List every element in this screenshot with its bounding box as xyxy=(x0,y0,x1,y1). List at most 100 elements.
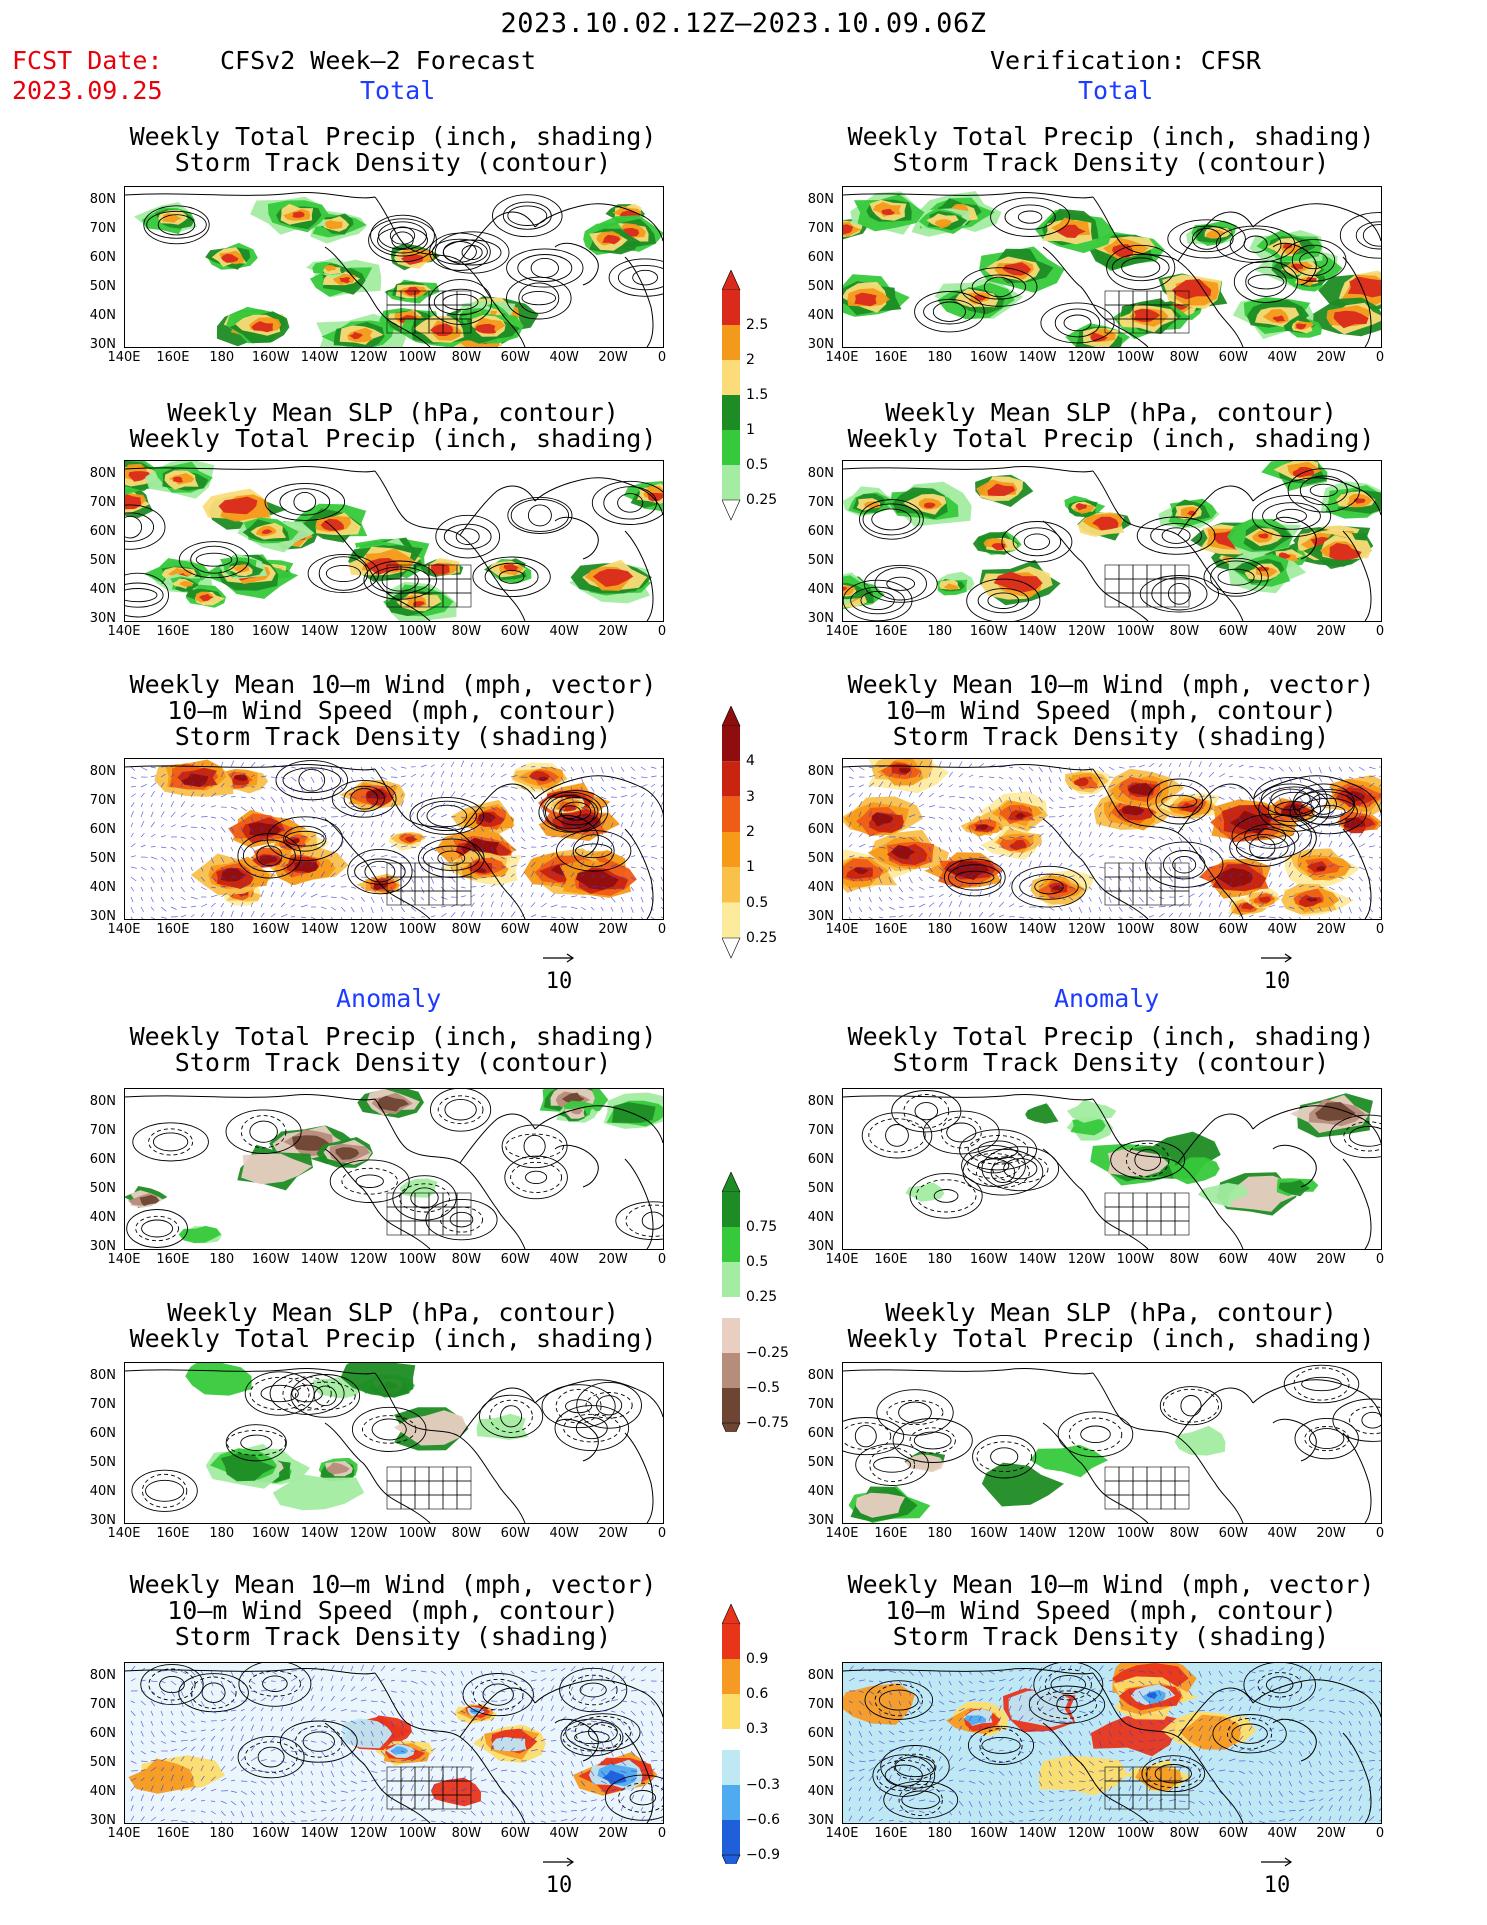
panel-title-line: Weekly Mean 10—m Wind (mph, vector) xyxy=(847,670,1375,699)
lon-tick-label: 180 xyxy=(927,624,953,639)
lon-tick-label: 140E xyxy=(825,1252,859,1267)
lat-tick-label: 40N xyxy=(807,1484,834,1499)
lon-tick-label: 120W xyxy=(1067,922,1106,937)
panel-title-line: Weekly Total Precip (inch, shading) xyxy=(847,1022,1375,1051)
lat-tick-label: 50N xyxy=(807,851,834,866)
lon-tick-label: 40W xyxy=(1267,1826,1297,1841)
colorbar-storm_total xyxy=(722,706,741,959)
lat-tick-label: 40N xyxy=(807,308,834,323)
lon-tick-label: 140E xyxy=(825,922,859,937)
colorbar-precip_total xyxy=(722,270,741,521)
lat-tick-label: 70N xyxy=(89,793,116,808)
lat-tick-label: 30N xyxy=(807,1513,834,1528)
lon-tick-label: 140E xyxy=(107,350,141,365)
lat-tick-label: 70N xyxy=(807,495,834,510)
lon-tick-label: 160W xyxy=(969,1526,1008,1541)
lon-tick-label: 0 xyxy=(657,922,667,937)
lon-tick-label: 100W xyxy=(1116,1826,1155,1841)
lat-tick-label: 40N xyxy=(89,880,116,895)
lat-tick-label: 30N xyxy=(89,1513,116,1528)
lon-tick-label: 140W xyxy=(1018,1252,1057,1267)
lon-tick-label: 100W xyxy=(398,1526,437,1541)
map-panel-4-verification xyxy=(842,1088,1382,1250)
contour-layer xyxy=(943,776,1368,908)
shading-layer xyxy=(125,461,663,621)
lat-tick-label: 40N xyxy=(807,1210,834,1225)
arrow-icon xyxy=(543,1857,575,1867)
map-canvas xyxy=(843,461,1381,621)
lon-tick-label: 120W xyxy=(349,1526,388,1541)
lat-tick-label: 40N xyxy=(807,880,834,895)
colorbar-label: 0.5 xyxy=(746,894,769,911)
contour-layer xyxy=(843,468,1360,621)
colorbar-storm_anom xyxy=(722,1604,741,1864)
lon-tick-label: 100W xyxy=(1116,922,1155,937)
panel-title-line: Weekly Mean SLP (hPa, contour) xyxy=(885,1298,1337,1327)
contour-layer xyxy=(843,1364,1381,1486)
lon-tick-label: 80W xyxy=(451,350,482,365)
lat-tick-label: 60N xyxy=(89,1426,116,1441)
map-canvas xyxy=(125,1089,663,1249)
lon-tick-label: 100W xyxy=(1116,350,1155,365)
lon-tick-label: 60W xyxy=(500,350,530,365)
right-column-title: Verification: CFSR xyxy=(990,46,1261,75)
lon-tick-label: 40W xyxy=(549,624,579,639)
lon-tick-label: 80W xyxy=(451,1526,482,1541)
arrow-icon xyxy=(543,953,575,963)
lat-tick-label: 60N xyxy=(89,524,116,539)
lat-tick-label: 30N xyxy=(89,611,116,626)
lat-tick-label: 30N xyxy=(807,1239,834,1254)
lat-tick-label: 40N xyxy=(807,1784,834,1799)
coastline-layer xyxy=(843,1367,1381,1523)
lon-tick-label: 120W xyxy=(349,624,388,639)
lon-tick-label: 60W xyxy=(1218,1526,1248,1541)
lon-tick-label: 140E xyxy=(107,624,141,639)
panel-title-line: Weekly Total Precip (inch, shading) xyxy=(129,1022,657,1051)
lon-tick-label: 140W xyxy=(1018,1526,1057,1541)
lon-tick-label: 20W xyxy=(1316,1826,1346,1841)
lon-tick-label: 60W xyxy=(500,1526,530,1541)
colorbar-label: 0.5 xyxy=(746,1254,769,1270)
lon-tick-label: 160W xyxy=(251,1526,290,1541)
lon-tick-label: 140E xyxy=(107,1526,141,1541)
lon-tick-label: 60W xyxy=(500,624,530,639)
panel-title-line: Weekly Total Precip (inch, shading) xyxy=(847,1324,1375,1353)
colorbar-label: 0.25 xyxy=(746,492,778,508)
colorbar-label: 2 xyxy=(746,352,755,368)
map-canvas xyxy=(125,191,663,347)
lon-tick-label: 160W xyxy=(969,350,1008,365)
lon-tick-label: 80W xyxy=(1169,624,1200,639)
map-panel-2-forecast xyxy=(124,460,664,622)
map-canvas xyxy=(125,461,663,621)
lon-tick-label: 40W xyxy=(1267,922,1297,937)
lon-tick-label: 60W xyxy=(1218,922,1248,937)
map-panel-5-verification xyxy=(842,1362,1382,1524)
colorbar-label: 3 xyxy=(746,788,755,805)
lon-tick-label: 160W xyxy=(251,624,290,639)
map-canvas xyxy=(125,1663,663,1823)
lat-tick-label: 40N xyxy=(89,582,116,597)
panel-title-line: Storm Track Density (contour) xyxy=(174,148,612,177)
lon-tick-label: 60W xyxy=(500,922,530,937)
lon-tick-label: 80W xyxy=(1169,922,1200,937)
contour-layer xyxy=(864,1663,1316,1820)
colorbar-label: −0.5 xyxy=(746,1380,780,1396)
lon-tick-label: 120W xyxy=(1067,1526,1106,1541)
lon-tick-label: 0 xyxy=(1375,624,1385,639)
lat-tick-label: 80N xyxy=(89,192,116,207)
lat-tick-label: 40N xyxy=(807,582,834,597)
panel-title-line: Weekly Total Precip (inch, shading) xyxy=(847,122,1375,151)
lat-tick-label: 30N xyxy=(89,909,116,924)
coastline-layer xyxy=(125,763,663,919)
lat-tick-label: 50N xyxy=(89,553,116,568)
fcst-date-value: 2023.09.25 xyxy=(12,76,163,105)
colorbar-label: 0.25 xyxy=(746,930,778,946)
coastline-layer xyxy=(843,1667,1381,1823)
lat-tick-label: 70N xyxy=(89,221,116,236)
lat-tick-label: 70N xyxy=(89,495,116,510)
colorbar-label: 4 xyxy=(746,753,755,770)
lon-tick-label: 0 xyxy=(657,1252,667,1267)
lon-tick-label: 100W xyxy=(398,1252,437,1267)
lon-tick-label: 160E xyxy=(874,624,908,639)
lat-tick-label: 30N xyxy=(89,1239,116,1254)
